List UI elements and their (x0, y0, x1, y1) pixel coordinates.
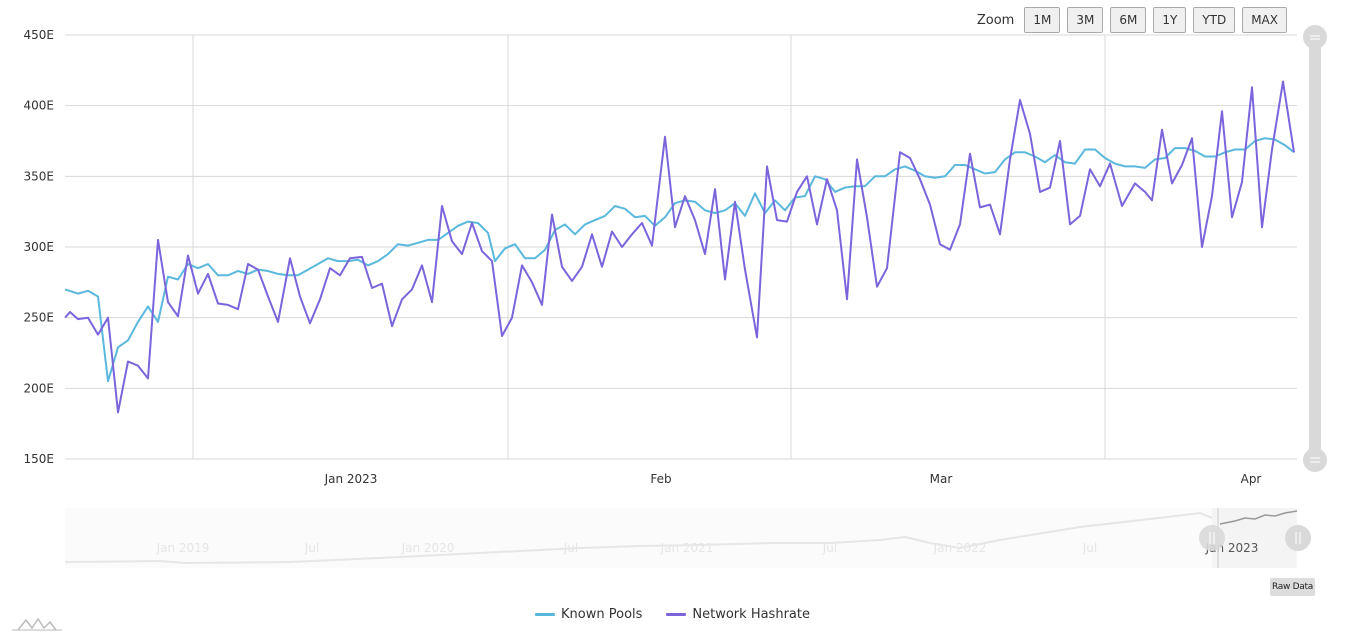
series-group (64, 80, 1295, 414)
y-tick-label: 150E (24, 452, 55, 466)
y-tick-label: 250E (24, 311, 55, 325)
legend-item-network-hashrate[interactable]: Network Hashrate (666, 607, 810, 622)
navigator[interactable]: Jan 2019 Jul Jan 2020 Jul Jan 2021 Jul Jan 202… (64, 508, 1311, 568)
y-tick-label: 350E (24, 169, 55, 183)
scrollbar-top-handle[interactable] (1303, 25, 1327, 49)
navigator-selected-range[interactable] (1212, 508, 1297, 568)
navigator-series-selected (1219, 510, 1298, 525)
series-line-known-pools (64, 137, 1295, 383)
navigator-tick-label: Jan 2020 (401, 541, 455, 555)
navigator-tick-label: Jul (304, 541, 319, 555)
zoom-ytd-button[interactable]: YTD (1193, 7, 1236, 33)
legend-swatch (666, 613, 687, 616)
y-tick-label: 200E (24, 381, 55, 395)
scrollbar-track[interactable] (1309, 38, 1321, 459)
x-tick-label: Apr (1241, 472, 1262, 486)
y-tick-label: 450E (24, 28, 55, 42)
y-axis: 150E 200E 250E 300E 350E 400E 450E (24, 28, 55, 466)
scrollbar-bottom-handle[interactable] (1303, 448, 1327, 472)
navigator-tick-label: Jul (1082, 541, 1097, 555)
series-line-network-hashrate (64, 80, 1295, 414)
navigator-tick-label: Jan 2021 (660, 541, 714, 555)
legend-item-known-pools[interactable]: Known Pools (535, 607, 642, 622)
legend-label: Network Hashrate (692, 607, 810, 622)
zoom-6m-button[interactable]: 6M (1110, 7, 1147, 33)
vertical-scrollbar[interactable] (1303, 25, 1327, 472)
zoom-3m-button[interactable]: 3M (1067, 7, 1104, 33)
x-tick-label: Mar (930, 472, 953, 486)
grid-lines (65, 34, 1297, 460)
zoom-1y-button[interactable]: 1Y (1153, 7, 1187, 33)
navigator-background (65, 508, 1297, 568)
legend: Known Pools Network Hashrate (0, 607, 1345, 622)
navigator-tick-label: Jan 2019 (156, 541, 210, 555)
y-tick-label: 400E (24, 99, 55, 113)
y-tick-label: 300E (24, 240, 55, 254)
navigator-tick-label: Jul (822, 541, 837, 555)
x-tick-label: Feb (650, 472, 671, 486)
legend-swatch (535, 613, 556, 616)
zoom-label: Zoom (976, 12, 1015, 28)
navigator-right-handle[interactable] (1285, 525, 1311, 551)
logo-icon (12, 617, 62, 631)
zoom-toolbar: Zoom 1M 3M 6M 1Y YTD MAX (977, 7, 1287, 33)
navigator-left-handle[interactable] (1199, 525, 1225, 551)
zoom-max-button[interactable]: MAX (1242, 7, 1287, 33)
legend-label: Known Pools (561, 607, 643, 622)
raw-data-button[interactable]: Raw Data (1270, 578, 1315, 596)
x-axis: Jan 2023 Feb Mar Apr (324, 472, 1262, 486)
navigator-series (64, 511, 1213, 565)
x-tick-label: Jan 2023 (324, 472, 378, 486)
zoom-1m-button[interactable]: 1M (1024, 7, 1061, 33)
